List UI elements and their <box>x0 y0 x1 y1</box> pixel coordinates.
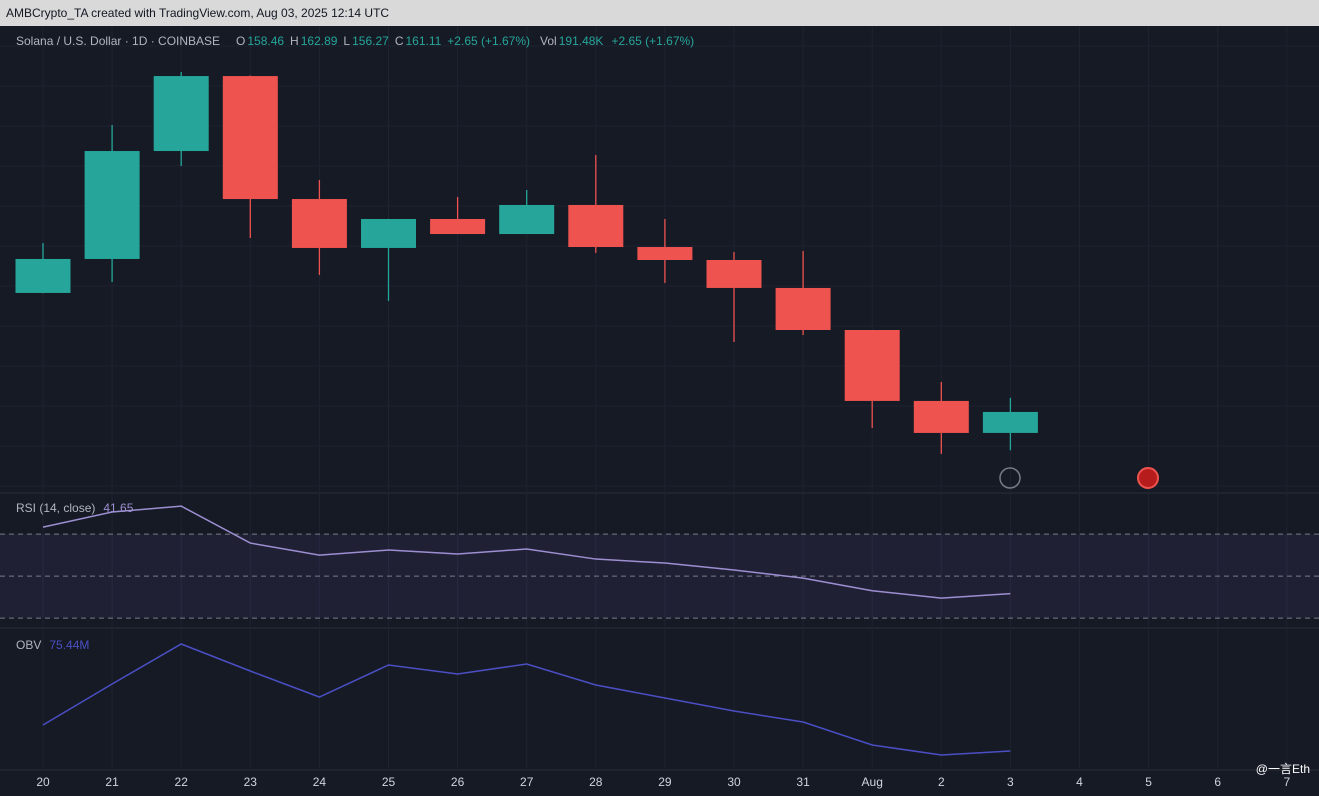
chart: Solana / U.S. Dollar · 1D · COINBASE 20 2… <box>0 26 1319 789</box>
header-value: 162.89 <box>301 34 338 48</box>
indicator-value: 75.44M <box>49 638 89 652</box>
header-value: O <box>236 34 245 48</box>
x-tick-label: 29 <box>658 775 672 789</box>
x-tick-label: 23 <box>244 775 258 789</box>
x-tick-label: 27 <box>520 775 534 789</box>
header-value: 161.11 <box>405 34 441 48</box>
indicator-value: 41.65 <box>103 501 133 515</box>
symbol-title: Solana / U.S. Dollar · 1D · COINBASE <box>16 34 220 48</box>
candle-body <box>291 199 347 248</box>
header-value: H <box>290 34 299 48</box>
credit-bar: AMBCrypto_TA created with TradingView.co… <box>0 0 1319 26</box>
x-tick-label: 24 <box>313 775 327 789</box>
candle-body <box>568 204 624 248</box>
header-value: C <box>395 34 404 48</box>
x-tick-label: 6 <box>1214 775 1221 789</box>
header-value: 158.46 <box>247 34 284 48</box>
indicator-line <box>42 643 1011 756</box>
x-tick-label: 3 <box>1007 775 1014 789</box>
x-tick-label: 26 <box>451 775 465 789</box>
candle-body <box>222 76 278 200</box>
candle-body <box>153 76 209 152</box>
candle-body <box>15 258 71 293</box>
header-value: 156.27 <box>352 34 389 48</box>
x-tick-label: Aug <box>862 775 883 789</box>
event-icons <box>999 467 1159 489</box>
x-tick-label: 2 <box>938 775 945 789</box>
grid <box>42 26 1288 770</box>
x-tick-label: 5 <box>1145 775 1152 789</box>
candle-body <box>982 411 1038 433</box>
x-tick-label: 21 <box>105 775 119 789</box>
header-value: +2.65 (+1.67%) <box>447 34 530 48</box>
candle-body <box>706 260 762 288</box>
indicator-title: RSI (14, close) <box>16 501 95 515</box>
indicator-title: OBV <box>16 638 41 652</box>
credit-text: AMBCrypto_TA created with TradingView.co… <box>6 6 390 20</box>
x-tick-label: 4 <box>1076 775 1083 789</box>
header-value: 191.48K <box>559 34 604 48</box>
x-tick-label: 7 <box>1283 775 1290 789</box>
indicator-line <box>42 505 1011 599</box>
watermark: @一言Eth <box>1256 762 1310 776</box>
header-value: +2.65 (+1.67%) <box>611 34 694 48</box>
marks <box>0 72 1319 756</box>
event-icon <box>1137 467 1159 489</box>
candle-body <box>637 247 693 260</box>
header-value: Vol <box>540 34 557 48</box>
x-tick-label: 20 <box>36 775 50 789</box>
candle-body <box>361 218 416 248</box>
labels: Solana / U.S. Dollar · 1D · COINBASE 20 2… <box>16 34 1310 789</box>
x-tick-label: 28 <box>589 775 603 789</box>
x-tick-label: 30 <box>727 775 741 789</box>
candle-body <box>775 287 831 330</box>
header-value: L <box>343 34 350 48</box>
x-tick-label: 22 <box>175 775 189 789</box>
candle-body <box>913 400 969 433</box>
candle-body <box>844 329 900 401</box>
x-tick-label: 31 <box>796 775 810 789</box>
event-icon <box>999 467 1021 489</box>
x-tick-label: 25 <box>382 775 396 789</box>
candle-body <box>84 151 140 259</box>
candle-body <box>430 218 486 235</box>
candle-body <box>499 204 555 235</box>
